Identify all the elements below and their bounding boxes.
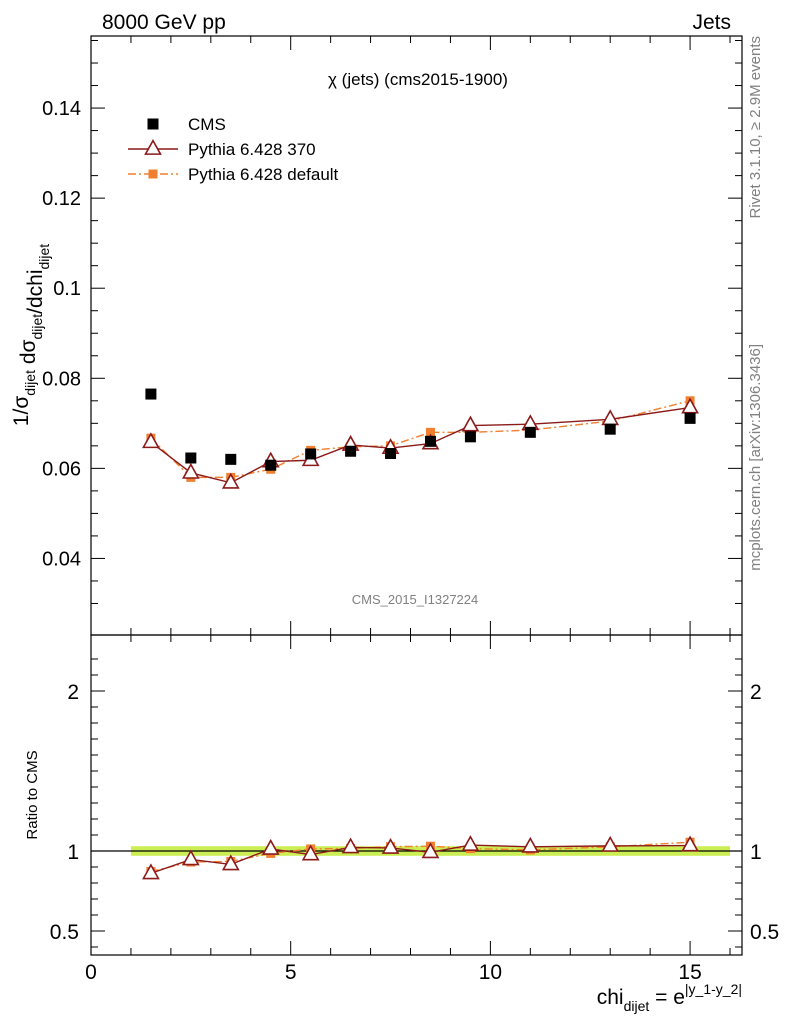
ratio-pythia-370-point: [421, 842, 440, 859]
legend-label-pythia-370: Pythia 6.428 370: [188, 140, 316, 159]
pythia-370-point: [601, 409, 620, 426]
ratio-y-tick-label-right: 1: [750, 841, 762, 864]
cms-data-point: [684, 412, 696, 424]
mcplots-reference-label: mcplots.cern.ch [arXiv:1306.3436]: [747, 344, 764, 571]
ratio-y-tick-label-left: 2: [67, 681, 79, 704]
cms-data-point: [464, 431, 476, 443]
ratio-pythia-370-point: [181, 849, 200, 866]
legend-marker-cms: [147, 118, 159, 130]
pythia-370-point: [181, 462, 200, 479]
main-axis-ticks: [90, 36, 742, 635]
ratio-pythia-370-point: [142, 863, 160, 880]
ratio-series-group: [142, 835, 699, 880]
legend-marker-pythia-default: [148, 169, 158, 179]
main-y-tick-label: 0.1: [53, 278, 81, 300]
pythia-370-point: [681, 397, 699, 414]
ratio-pythia-370-point: [381, 837, 400, 854]
ratio-pythia-370-point: [301, 844, 320, 861]
x-tick-label: 10: [479, 961, 502, 984]
cms-data-point: [225, 453, 237, 465]
ratio-y-tick-label-right: 2: [750, 681, 762, 704]
ratio-y-tick-label-left: 0.5: [50, 921, 79, 944]
main-y-tick-label: 0.08: [42, 368, 81, 390]
category-label: Jets: [692, 11, 731, 34]
ratio-pythia-370-point: [461, 835, 480, 852]
cms-data-point: [604, 423, 616, 435]
ratio-pythia-370-point: [221, 854, 240, 871]
cms-data-point: [524, 426, 536, 438]
ratio-pythia-default-line: [150, 841, 691, 873]
legend-marker-pythia-370: [144, 138, 162, 155]
pythia-370-point: [461, 415, 480, 432]
rivet-version-label: Rivet 3.1.10, ≥ 2.9M events: [747, 36, 764, 219]
pythia-370-line: [150, 406, 691, 484]
analysis-tag: CMS_2015_I1327224: [352, 592, 479, 607]
plot-title: χ (jets) (cms2015-1900): [328, 70, 508, 89]
ratio-pythia-370-point: [601, 835, 620, 852]
ratio-y-axis-label: Ratio to CMS: [24, 750, 41, 839]
legend-label-cms: CMS: [188, 115, 226, 134]
cms-data-point: [305, 448, 317, 460]
main-y-tick-label: 0.06: [42, 458, 81, 480]
ratio-pythia-370-line: [150, 844, 691, 875]
ratio-y-tick-label-left: 1: [67, 841, 79, 864]
ratio-axis-ticks: [90, 635, 742, 955]
ratio-pythia-370-point: [521, 836, 540, 853]
cms-data-point: [424, 435, 436, 447]
main-y-tick-label: 0.12: [42, 188, 81, 210]
ratio-pythia-370-point: [261, 838, 280, 855]
main-y-tick-label: 0.04: [42, 548, 81, 570]
ratio-y-tick-labels: 0.5 0.5 1 1 2 2: [50, 681, 779, 944]
pythia-370-point: [142, 432, 160, 449]
cms-data-point: [265, 459, 277, 471]
legend-label-pythia-default: Pythia 6.428 default: [188, 165, 339, 184]
main-y-axis-label: 1/σdijet dσdijet/dchidijet: [10, 244, 52, 426]
main-y-tick-labels: 0.04 0.06 0.08 0.1 0.12 0.14: [42, 98, 81, 570]
x-axis-label: chidijet = e|y_1-y_2|: [597, 981, 742, 1014]
energy-label: 8000 GeV pp: [102, 11, 226, 34]
cms-data-point: [385, 447, 397, 459]
legend: CMS Pythia 6.428 370 Pythia 6.428 default: [128, 115, 339, 184]
cms-data-point: [345, 445, 357, 457]
ratio-y-tick-label-right: 0.5: [750, 921, 779, 944]
x-tick-labels: 0 5 10 15: [85, 961, 702, 984]
ratio-pythia-370-point: [681, 835, 699, 852]
main-series-group: [142, 388, 699, 489]
x-tick-label: 15: [678, 961, 701, 984]
x-tick-label: 0: [85, 961, 97, 984]
ratio-plot-frame: [90, 634, 743, 956]
pythia-370-point: [221, 472, 240, 489]
main-y-tick-label: 0.14: [42, 98, 81, 120]
x-tick-label: 5: [285, 961, 297, 984]
cms-data-point: [185, 452, 197, 464]
cms-data-point: [145, 388, 157, 400]
ratio-pythia-370-point: [341, 837, 360, 854]
pythia-default-point: [425, 427, 435, 437]
